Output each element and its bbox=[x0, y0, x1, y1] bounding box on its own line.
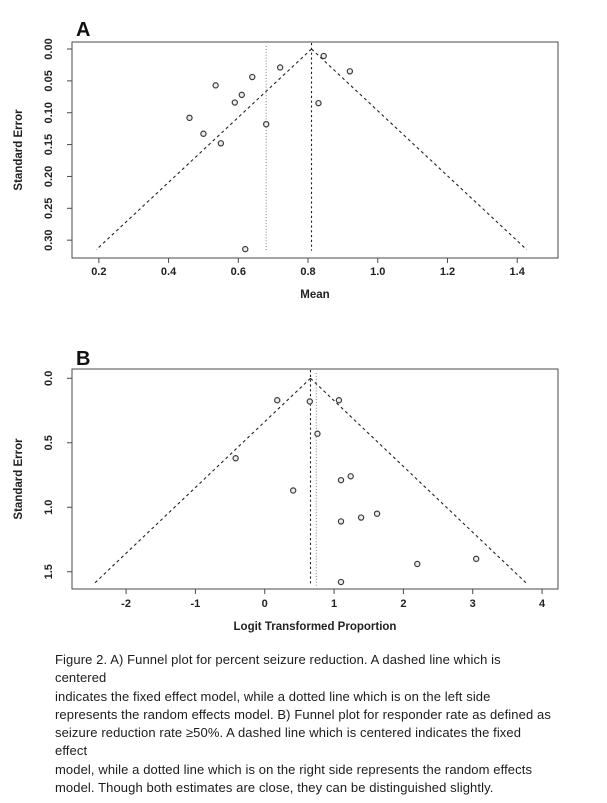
data-point bbox=[238, 91, 245, 99]
plot-box bbox=[71, 41, 559, 259]
funnel-left-edge bbox=[95, 48, 312, 251]
data-point bbox=[472, 555, 480, 563]
y-tick-label: 0.0 bbox=[43, 371, 55, 386]
plot-box bbox=[71, 368, 559, 590]
data-point bbox=[414, 560, 421, 568]
y-tick-label: 0.15 bbox=[43, 134, 55, 155]
caption-line: Figure 2. A) Funnel plot for percent sei… bbox=[55, 652, 501, 686]
x-tick-label: 2 bbox=[400, 598, 406, 610]
data-point bbox=[320, 52, 327, 60]
x-tick-label: 0.4 bbox=[161, 266, 177, 278]
x-tick-label: 1 bbox=[331, 598, 337, 610]
x-tick-label: 1.2 bbox=[440, 266, 455, 278]
y-tick-label: 0.30 bbox=[43, 229, 55, 250]
x-tick-label: 1.0 bbox=[370, 266, 385, 278]
data-point bbox=[212, 82, 219, 89]
y-axis-title: Standard Error bbox=[13, 438, 25, 520]
y-tick-label: 1.5 bbox=[43, 564, 55, 579]
x-tick-label: 0.8 bbox=[300, 266, 315, 278]
data-point bbox=[276, 64, 284, 71]
data-point bbox=[186, 114, 193, 122]
x-tick-label: 0 bbox=[262, 598, 268, 610]
data-point bbox=[314, 430, 321, 437]
y-tick-label: 1.0 bbox=[43, 500, 55, 515]
y-tick-label: 0.25 bbox=[43, 198, 55, 219]
data-point bbox=[335, 397, 343, 404]
data-point bbox=[346, 68, 354, 75]
funnel-right-edge bbox=[310, 377, 529, 586]
panel-label-a: A bbox=[76, 19, 90, 41]
data-point bbox=[242, 245, 249, 253]
data-point bbox=[315, 99, 322, 107]
data-point bbox=[200, 130, 207, 137]
data-point bbox=[289, 487, 297, 494]
data-point bbox=[337, 476, 345, 484]
data-point bbox=[337, 518, 345, 525]
data-point bbox=[217, 140, 225, 147]
caption-line: seizure reduction rate ≥50%. A dashed li… bbox=[55, 725, 522, 759]
panel-label-b: B bbox=[76, 348, 90, 370]
caption-line: represents the random effects model. B) … bbox=[55, 706, 551, 722]
x-tick-label: -1 bbox=[191, 598, 201, 610]
y-axis-title: Standard Error bbox=[13, 109, 25, 191]
x-axis-title: Logit Transformed Proportion bbox=[234, 621, 397, 633]
data-point bbox=[249, 73, 256, 81]
data-point bbox=[337, 578, 345, 586]
funnel-plots-canvas: A0.2 0.4 0.6 0.8 1.0 1.2 1.40.000.050.100.150.… bbox=[13, 19, 559, 633]
x-tick-label: 0.2 bbox=[91, 266, 106, 278]
y-tick-label: 0.20 bbox=[43, 166, 55, 187]
x-tick-label: 4 bbox=[539, 598, 546, 610]
x-axis-title: Mean bbox=[300, 289, 329, 301]
x-tick-label: -2 bbox=[121, 598, 131, 610]
y-tick-label: 0.05 bbox=[43, 70, 55, 91]
caption-line: indicates the fixed effect model, while … bbox=[55, 688, 491, 704]
caption-line: model, while a dotted line which is on t… bbox=[55, 761, 533, 777]
x-tick-label: 3 bbox=[470, 598, 476, 610]
data-point bbox=[231, 99, 239, 106]
data-point bbox=[274, 397, 281, 404]
x-tick-label: 0.6 bbox=[231, 266, 246, 278]
data-point bbox=[306, 398, 314, 405]
funnel-left-edge bbox=[92, 377, 311, 586]
funnel-right-edge bbox=[311, 48, 528, 251]
data-point bbox=[262, 120, 270, 128]
y-tick-label: 0.5 bbox=[43, 435, 55, 450]
caption-line: model. Though both estimates are close, … bbox=[55, 780, 494, 796]
y-tick-label: 0.10 bbox=[43, 102, 55, 123]
data-point bbox=[357, 514, 365, 521]
data-point bbox=[232, 455, 239, 462]
data-point bbox=[373, 510, 381, 517]
figure-caption: Figure 2. A) Funnel plot for percent sei… bbox=[55, 651, 555, 797]
x-tick-label: 1.4 bbox=[510, 266, 526, 278]
data-point bbox=[347, 473, 354, 480]
y-tick-label: 0.00 bbox=[43, 38, 55, 59]
